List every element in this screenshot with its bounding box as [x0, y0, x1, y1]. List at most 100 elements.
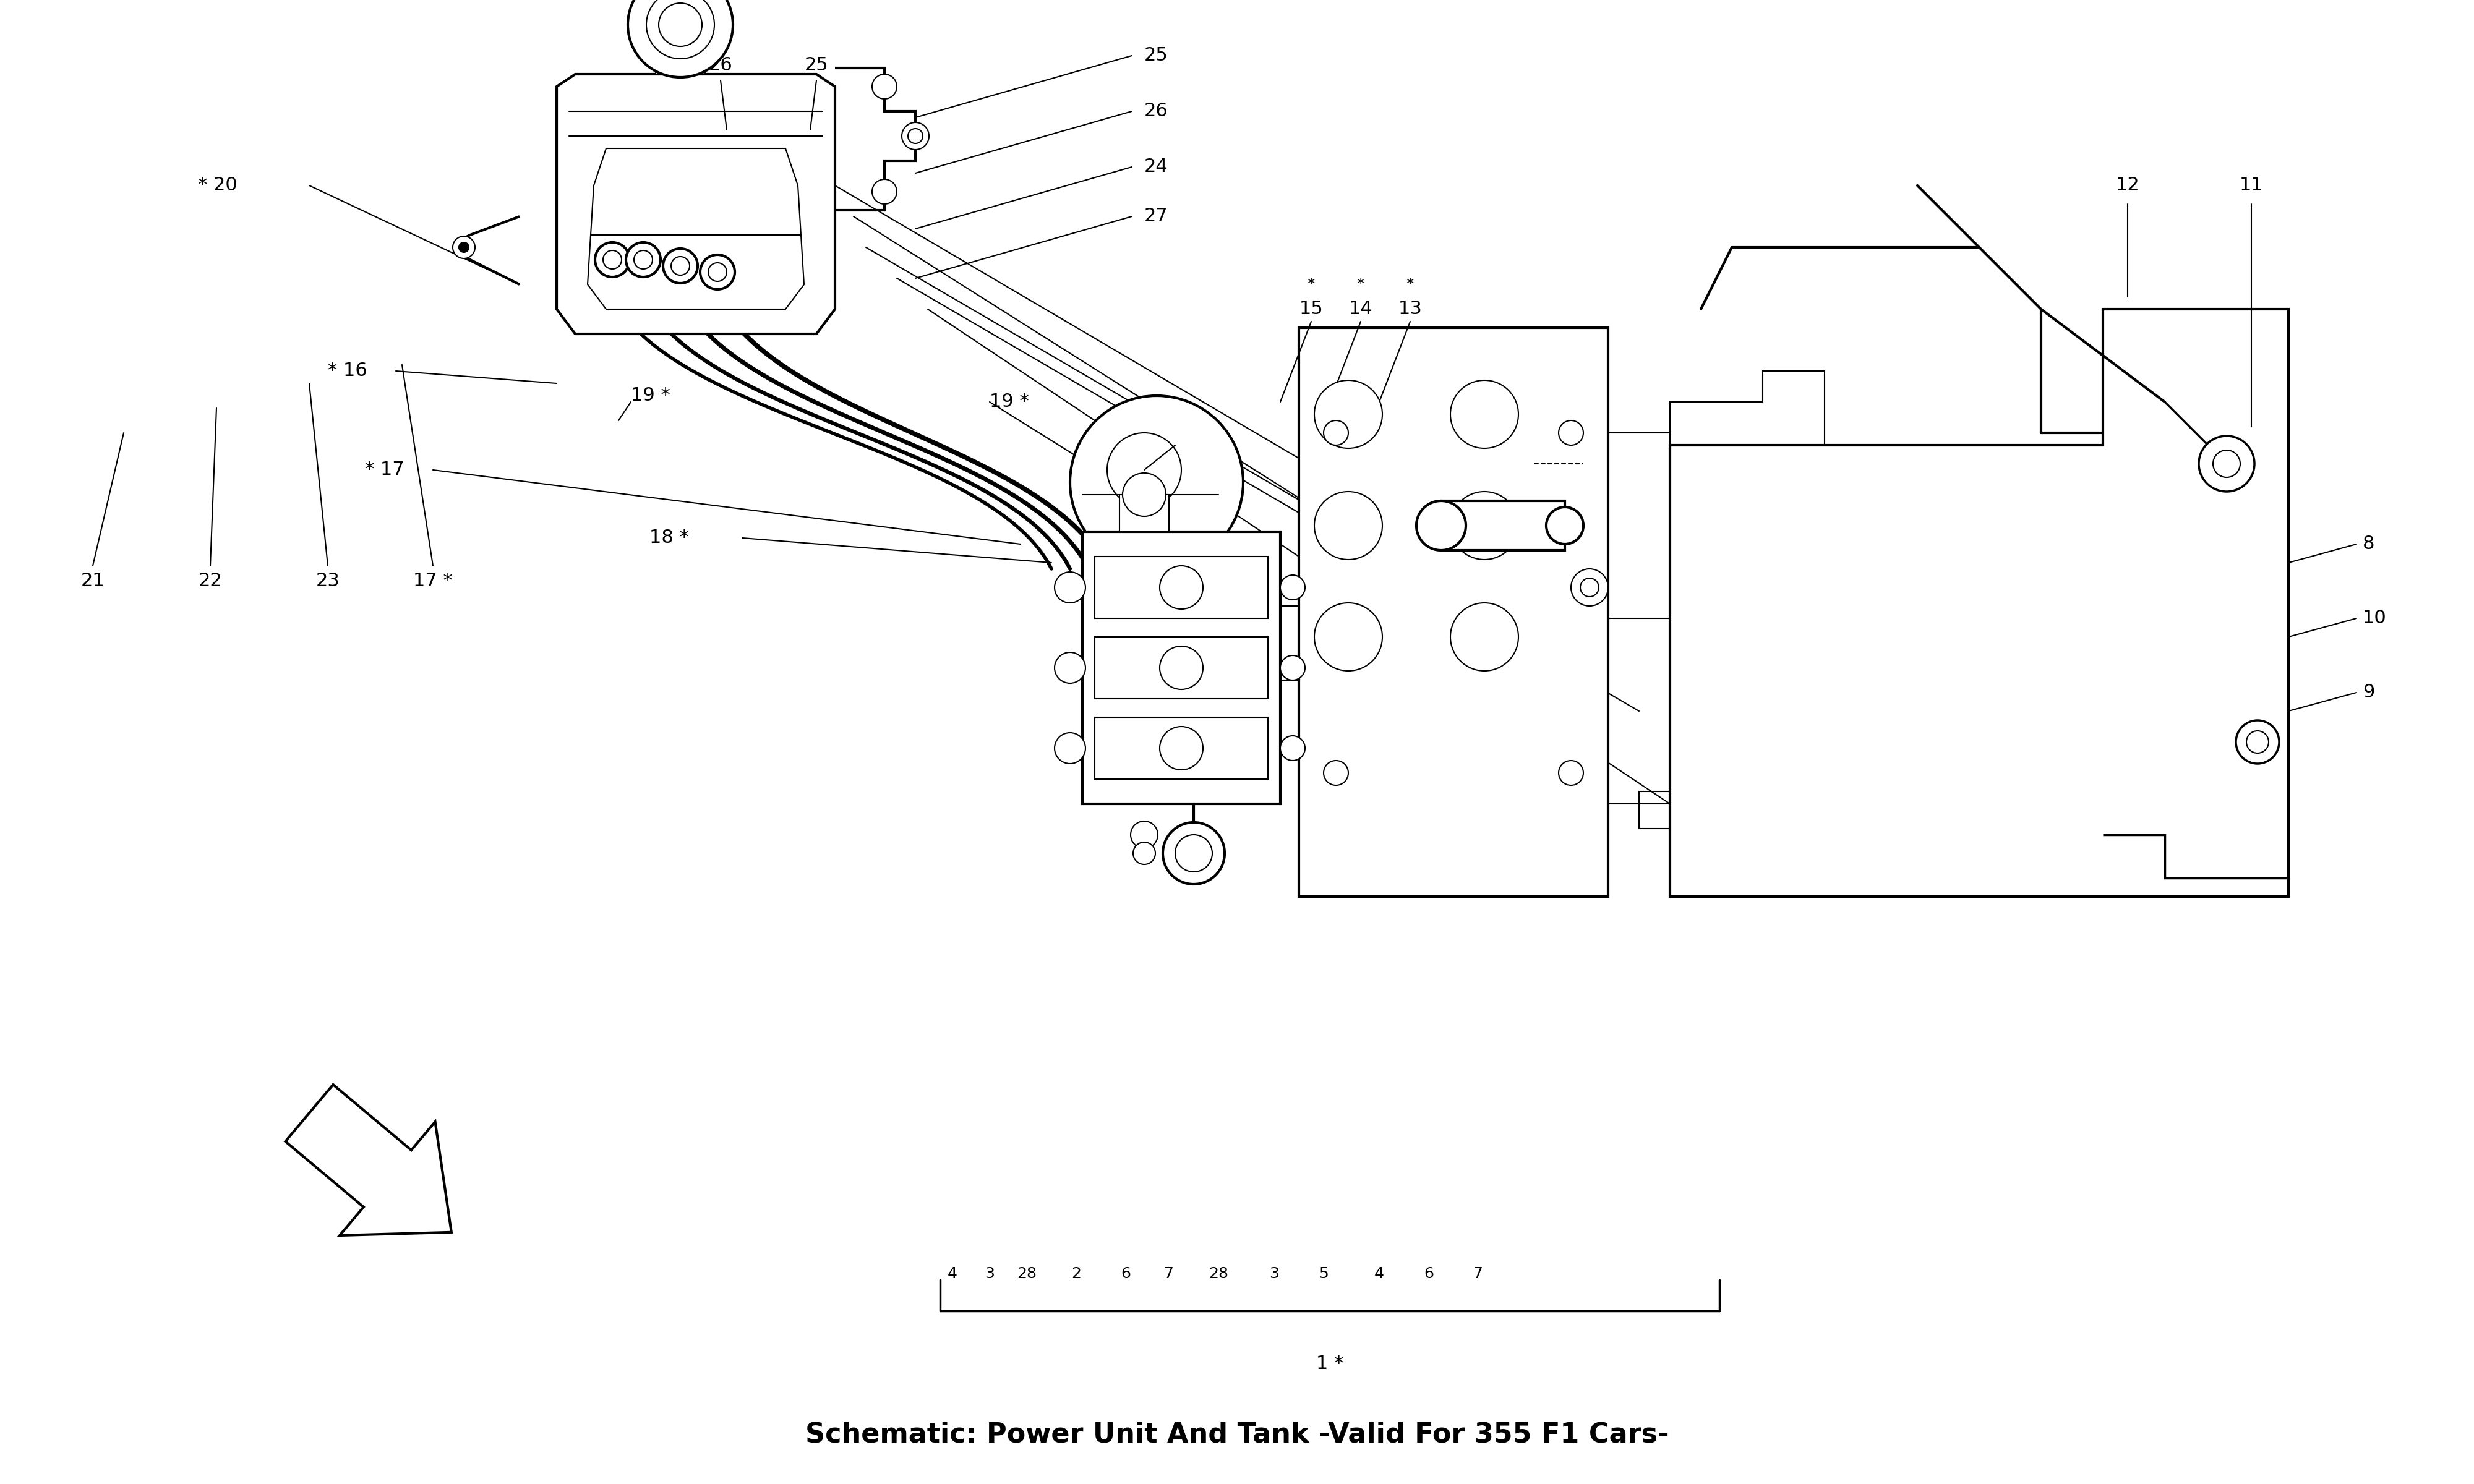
Polygon shape: [1670, 309, 2288, 896]
Text: * 16: * 16: [327, 362, 366, 380]
Circle shape: [1450, 380, 1519, 448]
Text: 10: 10: [2363, 610, 2387, 628]
Circle shape: [1054, 571, 1086, 603]
Circle shape: [708, 263, 727, 282]
Text: 7: 7: [1475, 1266, 1482, 1281]
Text: 27: 27: [1143, 208, 1168, 226]
Circle shape: [594, 242, 628, 278]
Circle shape: [1559, 760, 1583, 785]
Text: 6: 6: [1425, 1266, 1435, 1281]
Circle shape: [1175, 834, 1212, 871]
Text: 19 *: 19 *: [990, 393, 1029, 411]
Circle shape: [1282, 574, 1306, 600]
Text: 8: 8: [2363, 536, 2375, 554]
Circle shape: [871, 180, 896, 203]
Circle shape: [628, 0, 732, 77]
Circle shape: [901, 122, 930, 150]
Text: 2: 2: [1071, 1266, 1081, 1281]
Text: 22: 22: [198, 573, 223, 591]
Circle shape: [670, 257, 690, 275]
Circle shape: [1160, 646, 1202, 690]
Text: 13: 13: [1398, 300, 1423, 318]
Text: *: *: [1405, 278, 1415, 292]
Text: 23: 23: [317, 573, 339, 591]
Text: 25: 25: [804, 56, 829, 74]
Text: 12: 12: [2115, 177, 2140, 194]
Circle shape: [1314, 380, 1383, 448]
Circle shape: [1581, 579, 1598, 597]
Circle shape: [1450, 491, 1519, 559]
Circle shape: [1282, 736, 1306, 760]
Text: 14: 14: [1348, 300, 1373, 318]
Bar: [1440, 500, 1566, 551]
Circle shape: [1450, 603, 1519, 671]
Text: 1 *: 1 *: [1316, 1355, 1343, 1373]
Circle shape: [1546, 508, 1583, 545]
Circle shape: [1160, 565, 1202, 608]
Circle shape: [663, 248, 698, 283]
Bar: [1299, 328, 1608, 896]
Circle shape: [1163, 822, 1225, 884]
Text: *: *: [1306, 278, 1316, 292]
Circle shape: [1415, 500, 1465, 551]
Text: 28: 28: [1207, 1266, 1227, 1281]
Text: 28: 28: [1017, 1266, 1037, 1281]
Text: Schematic: Power Unit And Tank -Valid For 355 F1 Cars-: Schematic: Power Unit And Tank -Valid Fo…: [804, 1422, 1670, 1448]
Text: 3: 3: [985, 1266, 995, 1281]
Circle shape: [1160, 727, 1202, 770]
Text: 4: 4: [948, 1266, 957, 1281]
Circle shape: [1314, 491, 1383, 559]
Text: 24: 24: [1143, 157, 1168, 177]
Circle shape: [1054, 653, 1086, 683]
Text: 25: 25: [1143, 46, 1168, 65]
Bar: [1094, 717, 1267, 779]
Circle shape: [453, 236, 475, 258]
Circle shape: [1324, 760, 1348, 785]
Text: 19 *: 19 *: [631, 387, 670, 405]
Circle shape: [700, 255, 735, 289]
Circle shape: [871, 74, 896, 99]
Circle shape: [1054, 733, 1086, 764]
Text: 7: 7: [1165, 1266, 1173, 1281]
Circle shape: [1133, 841, 1155, 864]
Circle shape: [1571, 568, 1608, 605]
Circle shape: [658, 3, 703, 46]
Circle shape: [1069, 396, 1244, 568]
Circle shape: [460, 242, 470, 252]
Text: 5: 5: [1319, 1266, 1329, 1281]
Bar: [1094, 637, 1267, 699]
Text: 26: 26: [708, 56, 732, 74]
Text: 26: 26: [1143, 102, 1168, 120]
Bar: [1118, 494, 1170, 531]
Bar: [1084, 531, 1282, 804]
Text: 9: 9: [2363, 684, 2375, 702]
Circle shape: [626, 242, 661, 278]
Circle shape: [2214, 450, 2241, 478]
Circle shape: [2246, 730, 2269, 752]
Text: 15: 15: [1299, 300, 1324, 318]
Bar: [656, 62, 705, 74]
Circle shape: [1314, 603, 1383, 671]
Circle shape: [1282, 656, 1306, 680]
Circle shape: [1324, 420, 1348, 445]
Polygon shape: [557, 74, 836, 334]
Circle shape: [633, 251, 653, 269]
Text: 4: 4: [1376, 1266, 1385, 1281]
Circle shape: [1123, 473, 1165, 516]
Circle shape: [604, 251, 621, 269]
Circle shape: [2199, 436, 2254, 491]
Text: * 17: * 17: [366, 462, 403, 479]
Text: *: *: [1356, 278, 1366, 292]
Text: 17 *: 17 *: [413, 573, 453, 591]
Text: * 20: * 20: [198, 177, 238, 194]
Text: 11: 11: [2239, 177, 2264, 194]
Circle shape: [1131, 821, 1158, 849]
Circle shape: [646, 0, 715, 59]
Polygon shape: [285, 1085, 450, 1235]
Circle shape: [1559, 420, 1583, 445]
Circle shape: [1108, 433, 1183, 508]
Bar: [1094, 556, 1267, 619]
Text: 6: 6: [1121, 1266, 1131, 1281]
Text: 18 *: 18 *: [648, 528, 688, 548]
Circle shape: [2236, 720, 2279, 764]
